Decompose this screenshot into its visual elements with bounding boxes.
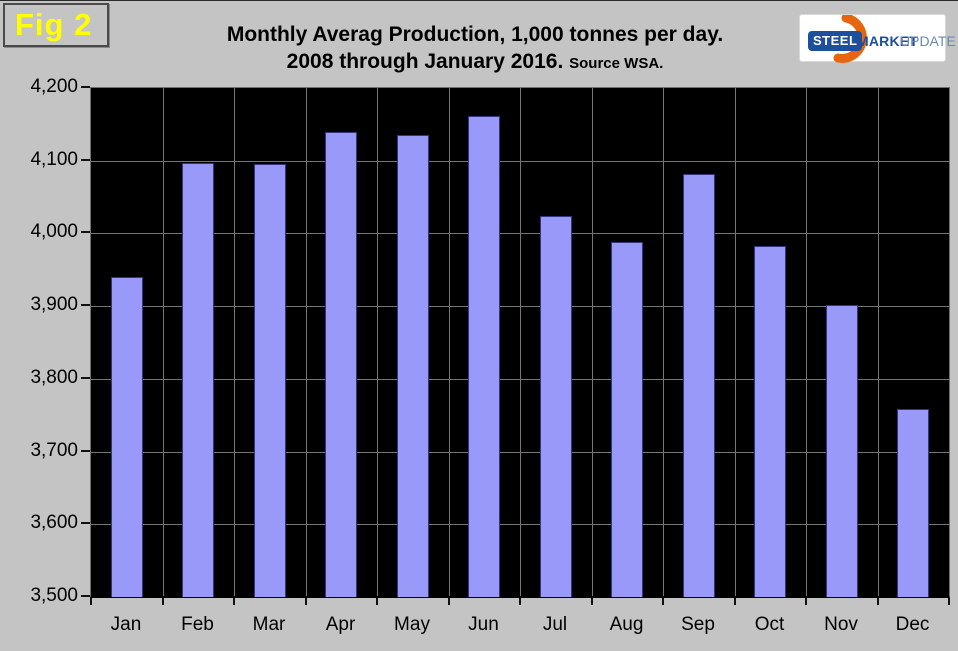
chart-title: Monthly Averag Production, 1,000 tonnes … xyxy=(115,21,835,77)
chart-title-line2: 2008 through January 2016. Source WSA. xyxy=(115,48,835,77)
x-axis-tick-mark xyxy=(304,598,307,605)
x-axis-tick-mark xyxy=(447,598,450,605)
bar-oct xyxy=(754,245,787,597)
x-axis-tick-mark xyxy=(519,598,521,605)
gridline-vertical xyxy=(234,88,235,596)
y-axis-tick-mark xyxy=(81,158,90,161)
chart-title-period: 2008 through January 2016. xyxy=(286,50,564,73)
x-axis-label-jun: Jun xyxy=(468,614,499,635)
gridline-vertical xyxy=(877,88,879,596)
x-axis-label-nov: Nov xyxy=(824,614,858,635)
y-axis-tick-label: 4,000 xyxy=(30,221,78,243)
y-axis-tick-label: 4,200 xyxy=(30,76,78,97)
chart-title-source: Source WSA. xyxy=(569,55,664,72)
bar-jun xyxy=(468,115,501,597)
y-axis-tick-mark xyxy=(81,595,90,597)
y-axis-tick-mark xyxy=(81,449,90,452)
x-axis-tick-mark xyxy=(876,598,879,605)
chart-title-line1: Monthly Averag Production, 1,000 tonnes … xyxy=(226,23,724,46)
x-axis-tick-mark xyxy=(662,598,664,605)
y-axis-tick-mark xyxy=(81,304,90,307)
x-axis-label-jul: Jul xyxy=(542,614,568,635)
y-axis-tick-label: 3,700 xyxy=(30,439,78,461)
gridline-vertical xyxy=(305,88,307,596)
bar-jan xyxy=(110,277,143,597)
y-axis-tick-mark xyxy=(81,376,90,379)
bar-dec xyxy=(897,409,930,597)
bar-may xyxy=(396,135,429,597)
x-axis-label-dec: Dec xyxy=(895,614,930,635)
gridline-vertical xyxy=(663,88,664,596)
bar-sep xyxy=(682,173,715,597)
gridline-vertical xyxy=(162,88,164,596)
gridline-vertical xyxy=(448,88,450,596)
y-axis-tick-label: 3,500 xyxy=(30,585,78,606)
gridline-vertical xyxy=(520,88,521,596)
steel-market-update-logo: STEEL MARKET UPDATE xyxy=(799,14,956,63)
gridline-vertical xyxy=(591,88,593,596)
logo-market-text: MARKET xyxy=(857,33,919,49)
x-axis-label-apr: Apr xyxy=(325,614,356,635)
x-axis-label-aug: Aug xyxy=(609,614,644,635)
x-axis-tick-mark xyxy=(590,598,593,605)
x-axis-tick-mark xyxy=(733,598,736,605)
logo-update-text: UPDATE xyxy=(900,33,956,49)
x-axis-label-jan: Jan xyxy=(110,614,142,635)
bar-jul xyxy=(539,215,572,597)
y-axis-tick-label: 3,800 xyxy=(30,366,78,388)
bar-apr xyxy=(325,132,358,597)
x-axis-label-sep: Sep xyxy=(681,614,715,635)
logo-steel-text: STEEL xyxy=(808,31,863,51)
bar-feb xyxy=(182,162,215,597)
y-axis-tick-mark xyxy=(81,231,90,234)
x-axis-label-oct: Oct xyxy=(754,614,785,635)
x-axis-label-mar: Mar xyxy=(252,614,286,635)
gridline-vertical xyxy=(377,88,378,596)
y-axis-tick-label: 3,900 xyxy=(30,294,78,316)
bar-mar xyxy=(253,164,286,597)
x-axis-tick-mark xyxy=(161,598,164,605)
x-axis-label-may: May xyxy=(394,614,430,635)
plot-area xyxy=(90,87,950,598)
y-axis-tick-mark xyxy=(81,522,90,525)
x-axis-tick-mark xyxy=(376,598,378,605)
y-axis-tick-label: 3,600 xyxy=(30,512,78,534)
y-axis-tick-mark xyxy=(81,86,90,88)
figure-label: Fig 2 xyxy=(3,3,109,47)
x-axis-label-feb: Feb xyxy=(181,614,214,635)
x-axis-tick-mark xyxy=(233,598,235,605)
bar-nov xyxy=(825,305,858,597)
gridline-vertical xyxy=(734,88,736,596)
x-axis-tick-mark xyxy=(948,598,950,605)
y-axis-tick-label: 4,100 xyxy=(30,148,78,170)
x-axis-tick-mark xyxy=(805,598,807,605)
x-axis-tick-mark xyxy=(90,598,92,605)
bar-aug xyxy=(611,242,644,597)
gridline-vertical xyxy=(806,88,807,596)
